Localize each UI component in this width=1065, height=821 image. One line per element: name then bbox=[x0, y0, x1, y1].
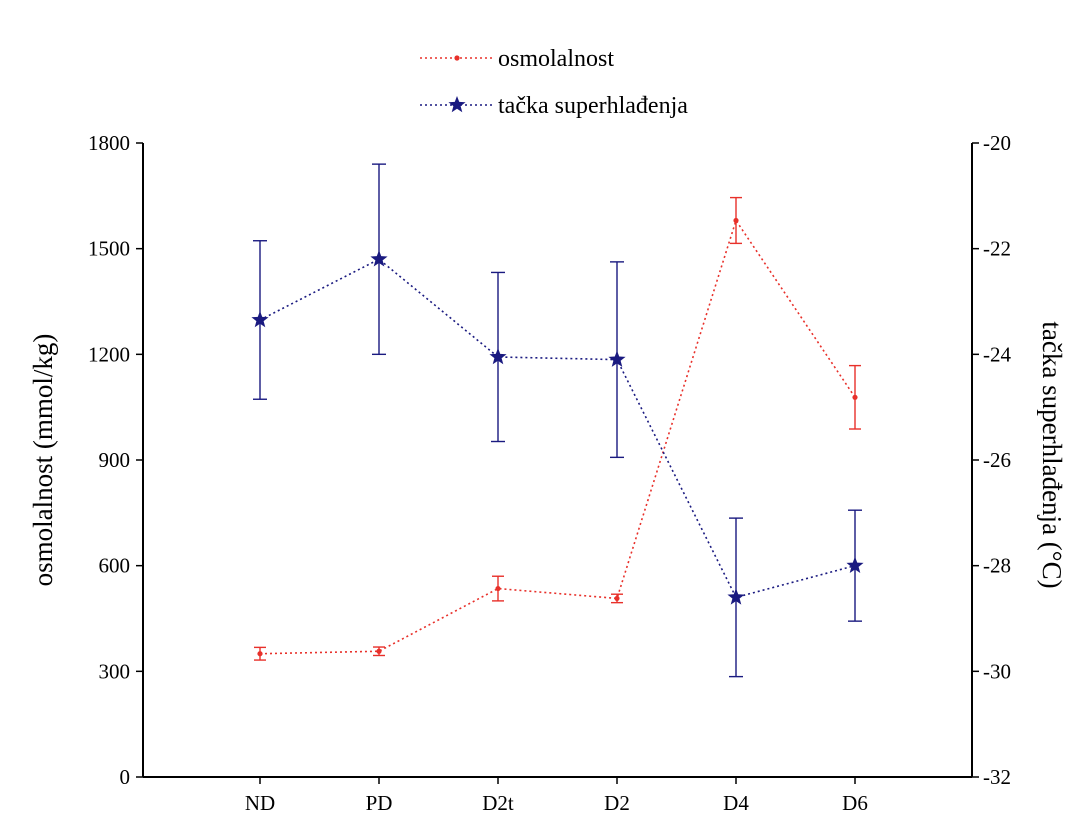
data-point-dot bbox=[257, 651, 263, 657]
series-line bbox=[259, 218, 856, 655]
data-point-dot bbox=[733, 217, 739, 224]
series-0 bbox=[254, 196, 861, 661]
data-point-dot bbox=[852, 394, 858, 400]
right-y-tick-label: -28 bbox=[983, 554, 1011, 578]
data-point-dot bbox=[614, 595, 620, 602]
right-y-tick-label: -24 bbox=[983, 342, 1011, 366]
data-point-star bbox=[370, 250, 388, 267]
x-tick-label: ND bbox=[245, 791, 275, 815]
legend: osmolalnost tačka superhlađenja bbox=[420, 46, 688, 119]
x-tick-label: D6 bbox=[842, 791, 868, 815]
legend-item-0: osmolalnost bbox=[420, 46, 614, 72]
right-y-tick-label: -20 bbox=[983, 131, 1011, 155]
data-point-star bbox=[846, 556, 864, 573]
right-y-tick-label: -30 bbox=[983, 659, 1011, 683]
axes: 0 300 600 900 1200 1500 1800 -20 -22 -24 -26 -28 -30… bbox=[28, 131, 1065, 815]
data-point-dot bbox=[376, 648, 382, 654]
data-point-star bbox=[489, 347, 507, 365]
series-line bbox=[259, 258, 856, 599]
legend-item-1: tačka superhlađenja bbox=[420, 93, 688, 119]
data-point-star bbox=[251, 310, 269, 328]
right-y-tick-label: -32 bbox=[983, 765, 1011, 789]
legend-label: tačka superhlađenja bbox=[498, 93, 688, 119]
legend-marker-dot bbox=[454, 55, 460, 61]
left-y-tick-label: 600 bbox=[99, 554, 131, 578]
data-point-dot bbox=[495, 585, 501, 592]
left-y-tick-label: 1800 bbox=[88, 131, 130, 155]
left-y-tick-label: 1500 bbox=[88, 237, 130, 261]
series-layer bbox=[251, 163, 864, 678]
legend-label: osmolalnost bbox=[498, 46, 614, 72]
right-y-tick-label: -22 bbox=[983, 237, 1011, 261]
x-tick-label: PD bbox=[366, 791, 393, 815]
x-tick-label: D2t bbox=[482, 791, 514, 815]
right-y-axis-title: tačka superhlađenja (°C) bbox=[1037, 321, 1065, 588]
x-tick-label: D2 bbox=[604, 791, 630, 815]
left-y-axis-title: osmolalnost (mmol/kg) bbox=[28, 334, 58, 587]
left-y-tick-label: 1200 bbox=[88, 342, 130, 366]
series-1 bbox=[251, 163, 864, 678]
left-y-tick-label: 0 bbox=[120, 765, 131, 789]
left-y-tick-label: 900 bbox=[99, 448, 131, 472]
right-y-tick-label: -26 bbox=[983, 448, 1011, 472]
legend-marker-star bbox=[448, 96, 466, 113]
left-y-tick-label: 300 bbox=[99, 659, 131, 683]
data-point-star bbox=[608, 350, 626, 367]
x-tick-label: D4 bbox=[723, 791, 749, 815]
data-point-star bbox=[727, 588, 745, 605]
